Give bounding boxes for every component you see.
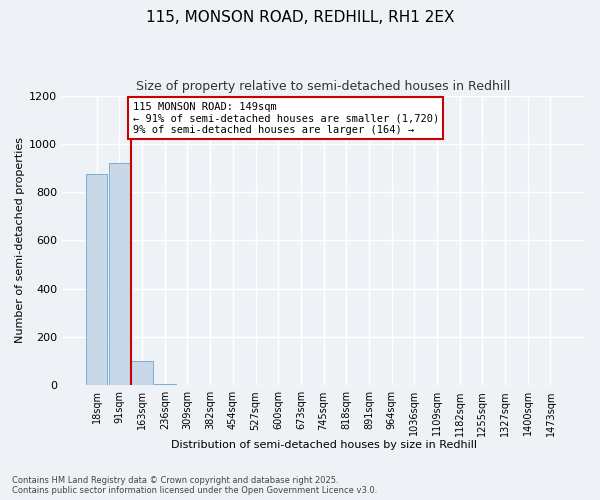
X-axis label: Distribution of semi-detached houses by size in Redhill: Distribution of semi-detached houses by … <box>170 440 476 450</box>
Y-axis label: Number of semi-detached properties: Number of semi-detached properties <box>15 138 25 344</box>
Bar <box>109 163 130 386</box>
Bar <box>131 361 153 386</box>
Title: Size of property relative to semi-detached houses in Redhill: Size of property relative to semi-detach… <box>136 80 511 93</box>
Bar <box>154 384 176 386</box>
Text: 115, MONSON ROAD, REDHILL, RH1 2EX: 115, MONSON ROAD, REDHILL, RH1 2EX <box>146 10 454 25</box>
Text: 115 MONSON ROAD: 149sqm
← 91% of semi-detached houses are smaller (1,720)
9% of : 115 MONSON ROAD: 149sqm ← 91% of semi-de… <box>133 102 439 135</box>
Text: Contains HM Land Registry data © Crown copyright and database right 2025.
Contai: Contains HM Land Registry data © Crown c… <box>12 476 377 495</box>
Bar <box>86 174 107 386</box>
